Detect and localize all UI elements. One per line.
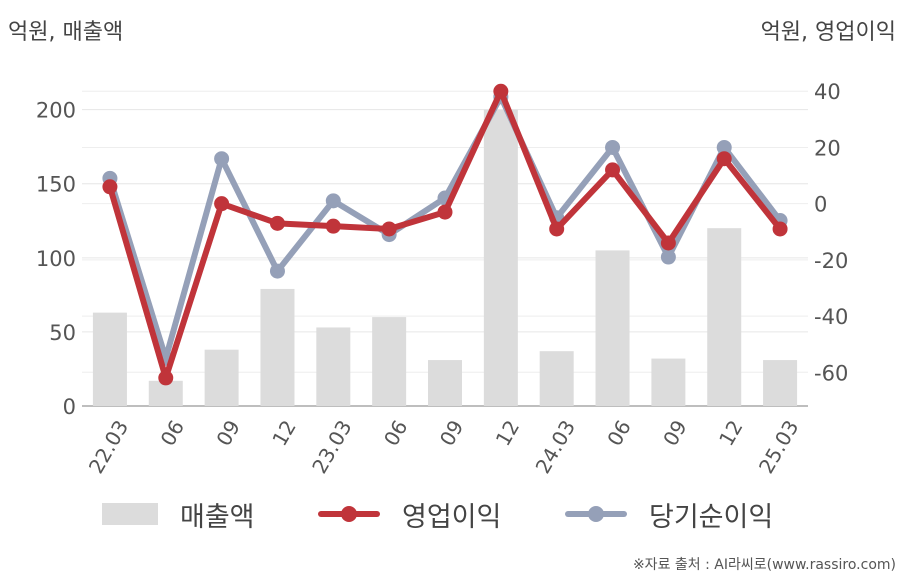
right-tick-label: -60 — [814, 361, 848, 385]
point-operating-profit — [381, 221, 397, 237]
right-tick-label: 20 — [814, 136, 841, 160]
x-tick-label: 12 — [267, 416, 301, 450]
point-operating-profit — [660, 235, 676, 251]
point-operating-profit — [493, 83, 509, 99]
legend-item-revenue: 매출액 — [102, 492, 255, 536]
bar-revenue — [539, 351, 574, 406]
left-tick-label: 150 — [36, 173, 76, 197]
left-tick-label: 50 — [49, 321, 76, 345]
x-tick-label: 12 — [491, 416, 525, 450]
bar-revenue — [651, 358, 686, 406]
x-tick-label: 12 — [714, 416, 748, 450]
point-operating-profit — [549, 221, 565, 237]
x-tick-label: 09 — [658, 416, 692, 450]
x-tick-label: 06 — [379, 416, 413, 450]
point-operating-profit — [214, 196, 230, 212]
bar-revenue — [316, 327, 351, 406]
legend-label-net-income: 당기순이익 — [649, 501, 774, 533]
bar-revenue — [483, 109, 518, 407]
right-tick-label: 0 — [814, 193, 827, 217]
bar-revenue — [763, 360, 798, 406]
point-operating-profit — [605, 162, 621, 178]
right-axis-unit: 억원, 영업이익 — [760, 20, 896, 45]
bar-revenue — [595, 250, 630, 406]
legend-item-net-income: 당기순이익 — [565, 492, 773, 536]
bar-revenue — [372, 317, 407, 406]
bar-revenue — [260, 288, 295, 406]
legend-label-revenue: 매출액 — [180, 501, 255, 533]
x-tick-label: 23.03 — [307, 416, 356, 478]
legend-label-operating-profit: 영업이익 — [402, 501, 502, 533]
right-tick-label: 40 — [814, 80, 841, 104]
x-tick-label: 24.03 — [531, 416, 580, 478]
right-tick-label: -20 — [814, 249, 848, 273]
legend: 매출액 영업이익 당기순이익 — [0, 492, 908, 542]
bar-revenue — [707, 228, 742, 406]
right-tick-label: -40 — [814, 305, 848, 329]
left-axis-unit: 억원, 매출액 — [8, 20, 124, 45]
point-operating-profit — [716, 151, 732, 167]
bar-revenue — [428, 360, 462, 406]
legend-item-operating-profit: 영업이익 — [318, 492, 501, 536]
legend-swatch-revenue — [102, 503, 158, 525]
x-tick-label: 09 — [435, 416, 469, 450]
point-net-income — [325, 193, 341, 209]
x-tick-label: 22.03 — [84, 416, 133, 478]
bar-revenue — [92, 312, 127, 406]
x-tick-label: 25.03 — [754, 416, 803, 478]
point-operating-profit — [269, 215, 285, 231]
left-tick-label: 0 — [63, 395, 76, 419]
point-net-income — [269, 263, 285, 279]
x-tick-label: 06 — [156, 416, 190, 450]
point-operating-profit — [158, 370, 174, 386]
bar-revenue — [204, 349, 239, 406]
legend-swatch-net-income — [565, 503, 627, 525]
point-operating-profit — [772, 221, 788, 237]
x-tick-label: 06 — [602, 416, 636, 450]
legend-swatch-operating-profit — [318, 503, 380, 525]
point-net-income — [605, 139, 621, 155]
point-net-income — [716, 139, 732, 155]
data-source-note: ※자료 출처 : AI라씨로(www.rassiro.com) — [632, 557, 896, 573]
point-operating-profit — [325, 218, 341, 234]
point-operating-profit — [102, 179, 118, 195]
point-operating-profit — [437, 204, 453, 220]
left-tick-label: 200 — [36, 99, 76, 123]
x-tick-label: 09 — [211, 416, 245, 450]
left-tick-label: 100 — [36, 247, 76, 271]
point-net-income — [214, 151, 230, 167]
point-net-income — [660, 249, 676, 265]
